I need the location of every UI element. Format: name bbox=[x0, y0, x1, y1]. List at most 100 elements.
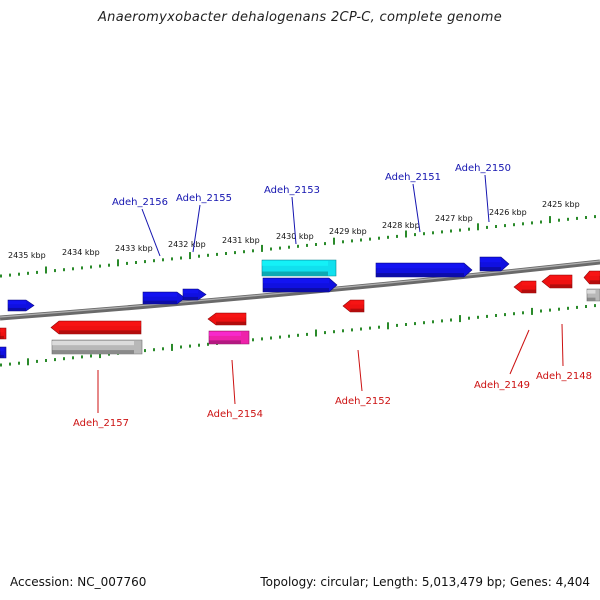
scale-tick bbox=[81, 266, 83, 270]
gene-feature bbox=[0, 346, 7, 359]
scale-tick bbox=[531, 221, 533, 225]
scale-tick bbox=[207, 253, 209, 257]
scale-tick bbox=[297, 244, 299, 248]
label-leader-line bbox=[484, 174, 490, 223]
scale-tick bbox=[306, 332, 308, 336]
scale-tick bbox=[585, 305, 587, 308]
scale-tick bbox=[414, 322, 416, 326]
scale-tick bbox=[108, 263, 110, 267]
scale-tick bbox=[45, 359, 47, 362]
gene-feature bbox=[182, 288, 207, 301]
scale-tick bbox=[432, 231, 434, 235]
scale-tick bbox=[261, 244, 263, 252]
scale-tick bbox=[252, 249, 254, 253]
gene-label[interactable]: Adeh_2155 bbox=[176, 193, 232, 204]
scale-tick bbox=[72, 356, 74, 360]
scale-tick bbox=[27, 358, 29, 366]
scale-tick bbox=[513, 312, 515, 316]
scale-tick bbox=[189, 252, 191, 260]
map-title: Anaeromyxobacter dehalogenans 2CP-C, com… bbox=[97, 10, 503, 25]
scale-tick bbox=[279, 246, 281, 250]
scale-tick bbox=[99, 351, 101, 359]
gene-feature bbox=[208, 330, 250, 345]
scale-tick bbox=[189, 344, 191, 348]
scale-tick bbox=[387, 322, 389, 330]
scale-tick bbox=[477, 315, 479, 319]
scale-tick bbox=[459, 228, 461, 232]
label-leader-line bbox=[291, 196, 297, 245]
scale-tick bbox=[459, 315, 461, 323]
gene-feature bbox=[261, 259, 337, 277]
gene-label[interactable]: Adeh_2149 bbox=[474, 380, 530, 391]
scale-tick bbox=[270, 247, 272, 251]
scale-tick bbox=[0, 274, 2, 278]
scale-tick bbox=[513, 223, 515, 227]
scale-tick bbox=[522, 311, 524, 315]
scale-tick bbox=[360, 238, 362, 242]
scale-tick bbox=[369, 237, 371, 241]
gene-feature bbox=[342, 299, 365, 313]
gene-feature bbox=[7, 299, 35, 312]
scale-tick bbox=[558, 307, 560, 311]
scale-tick bbox=[45, 266, 47, 274]
scale-tick bbox=[252, 338, 254, 342]
topology-text: Topology: circular; Length: 5,013,479 bp… bbox=[260, 575, 590, 589]
scale-tick bbox=[324, 242, 326, 246]
gene-feature bbox=[513, 280, 537, 294]
scale-tick bbox=[594, 304, 596, 308]
scale-tick bbox=[315, 329, 317, 337]
scale-tick bbox=[576, 305, 578, 309]
scale-tick bbox=[0, 363, 2, 367]
scale-tick bbox=[243, 250, 245, 254]
scale-tick bbox=[549, 216, 551, 224]
gene-feature bbox=[207, 312, 247, 326]
label-leader-line bbox=[141, 208, 161, 257]
gene-feature bbox=[51, 339, 143, 355]
scale-tick bbox=[486, 225, 488, 229]
gene-label[interactable]: Adeh_2152 bbox=[335, 396, 391, 407]
scale-tick bbox=[27, 271, 29, 275]
scale-tick bbox=[540, 220, 542, 224]
scale-tick bbox=[423, 232, 425, 236]
scale-tick bbox=[99, 264, 101, 268]
scale-label: 2430 kbp bbox=[276, 232, 314, 241]
gene-label[interactable]: Adeh_2154 bbox=[207, 409, 263, 420]
gene-features bbox=[0, 256, 600, 359]
scale-tick bbox=[306, 243, 308, 247]
scale-tick bbox=[405, 230, 407, 238]
gene-label[interactable]: Adeh_2150 bbox=[455, 163, 511, 174]
scale-tick bbox=[342, 240, 344, 244]
gene-feature bbox=[0, 327, 7, 340]
scale-label: 2433 kbp bbox=[115, 244, 153, 253]
gene-label[interactable]: Adeh_2153 bbox=[264, 185, 320, 196]
scale-tick bbox=[153, 348, 155, 352]
label-leader-line bbox=[561, 323, 564, 367]
scale-tick bbox=[297, 333, 299, 337]
gene-label[interactable]: Adeh_2148 bbox=[536, 371, 592, 382]
gene-label[interactable]: Adeh_2157 bbox=[73, 418, 129, 429]
scale-tick bbox=[594, 215, 596, 219]
scale-tick bbox=[378, 236, 380, 240]
gene-label[interactable]: Adeh_2151 bbox=[385, 172, 441, 183]
scale-tick bbox=[522, 222, 524, 226]
gene-labels: Adeh_2156 Adeh_2155 Adeh_2153 Adeh_2151 Adeh… bbox=[73, 163, 592, 429]
scale-tick bbox=[477, 223, 479, 231]
scale-tick bbox=[468, 316, 470, 320]
gene-label[interactable]: Adeh_2156 bbox=[112, 197, 168, 208]
scale-tick bbox=[576, 216, 578, 220]
scale-tick bbox=[369, 326, 371, 330]
scale-tick bbox=[378, 325, 380, 329]
scale-tick bbox=[171, 257, 173, 261]
scale-tick bbox=[324, 331, 326, 335]
scale-label: 2429 kbp bbox=[329, 227, 367, 236]
scale-tick bbox=[504, 224, 506, 228]
scale-tick bbox=[585, 216, 587, 219]
scale-tick bbox=[468, 227, 470, 231]
label-leader-line bbox=[231, 359, 236, 405]
scale-tick bbox=[405, 323, 407, 326]
scale-tick bbox=[72, 267, 74, 271]
scale-tick bbox=[18, 361, 20, 365]
scale-tick bbox=[396, 323, 398, 327]
scale-tick bbox=[207, 342, 209, 346]
